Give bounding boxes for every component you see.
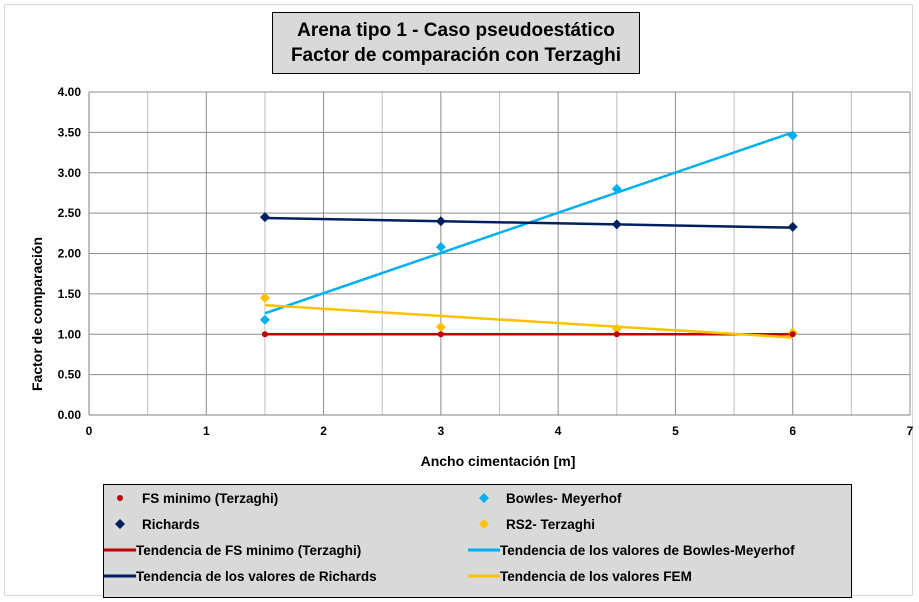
data-point xyxy=(437,331,444,338)
x-tick-label: 4 xyxy=(555,424,562,438)
legend-marker xyxy=(104,518,136,530)
legend-item: RS2- Terzaghi xyxy=(468,515,595,533)
tick-labels: 0 1 2 3 4 5 6 7 0.00 0.50 1.00 1.50 2.00 2.50 3.00 3.50… xyxy=(58,85,914,438)
chart-title: Arena tipo 1 - Caso pseudoestático Facto… xyxy=(272,12,640,74)
legend-marker xyxy=(468,545,500,555)
data-points xyxy=(259,130,798,338)
legend-label: FS minimo (Terzaghi) xyxy=(142,490,279,506)
data-point xyxy=(611,323,622,334)
legend-label: RS2- Terzaghi xyxy=(506,516,596,532)
x-tick-label: 6 xyxy=(789,424,796,438)
data-point xyxy=(261,331,268,338)
legend-item: Tendencia de FS minimo (Terzaghi) xyxy=(104,541,361,559)
axes xyxy=(88,92,910,416)
data-point xyxy=(259,314,270,325)
x-tick-label: 0 xyxy=(86,424,93,438)
data-point xyxy=(787,221,798,232)
data-point xyxy=(435,216,446,227)
data-point xyxy=(259,212,270,223)
trendlines xyxy=(264,131,794,339)
legend-marker xyxy=(468,518,500,530)
legend-label: Richards xyxy=(142,516,200,532)
data-point xyxy=(789,331,796,338)
legend-label: Bowles- Meyerhof xyxy=(506,490,622,506)
chart-title-line-2: Factor de comparación con Terzaghi xyxy=(290,45,622,66)
legend-marker xyxy=(104,493,136,503)
legend: FS minimo (Terzaghi) Bowles- Meyerhof Rich… xyxy=(103,484,852,598)
y-tick-label: 0.50 xyxy=(58,368,82,382)
trendline xyxy=(264,303,793,339)
data-point xyxy=(259,292,270,303)
chart-title-line-1: Arena tipo 1 - Caso pseudoestático xyxy=(297,20,615,41)
data-point xyxy=(435,321,446,332)
y-tick-label: 1.00 xyxy=(58,327,82,341)
data-point xyxy=(435,242,446,253)
legend-label: Tendencia de FS minimo (Terzaghi) xyxy=(136,542,362,558)
grid xyxy=(89,91,911,415)
x-axis-label: Ancho cimentación [m] xyxy=(421,453,576,469)
legend-label: Tendencia de los valores FEM xyxy=(500,568,692,584)
legend-marker xyxy=(468,571,500,581)
legend-label: Tendencia de los valores de Bowles-Meyer… xyxy=(500,542,795,558)
legend-item: Tendencia de los valores de Bowles-Meyer… xyxy=(468,541,795,559)
legend-marker xyxy=(468,492,500,504)
data-point xyxy=(611,183,622,194)
x-tick-label: 3 xyxy=(438,424,445,438)
x-tick-label: 2 xyxy=(320,424,327,438)
y-tick-label: 4.00 xyxy=(58,85,82,99)
legend-item: FS minimo (Terzaghi) xyxy=(104,489,278,507)
legend-item: Bowles- Meyerhof xyxy=(468,489,622,507)
y-tick-label: 2.50 xyxy=(58,206,82,220)
legend-marker xyxy=(104,545,136,555)
data-point xyxy=(613,331,620,338)
x-tick-label: 5 xyxy=(672,424,679,438)
y-tick-label: 3.00 xyxy=(58,166,82,180)
trendline xyxy=(264,216,793,229)
x-tick-label: 7 xyxy=(907,424,914,438)
y-tick-label: 3.50 xyxy=(58,125,82,139)
y-tick-label: 1.50 xyxy=(58,287,82,301)
data-point xyxy=(611,219,622,230)
x-tick-label: 1 xyxy=(203,424,210,438)
legend-label: Tendencia de los valores de Richards xyxy=(136,568,377,584)
legend-item: Tendencia de los valores FEM xyxy=(468,567,692,585)
legend-item: Tendencia de los valores de Richards xyxy=(104,567,377,585)
legend-marker xyxy=(104,571,136,581)
y-axis-label: Factor de comparación xyxy=(29,237,45,391)
data-point xyxy=(787,130,798,141)
y-tick-label: 0.00 xyxy=(58,408,82,422)
legend-item: Richards xyxy=(104,515,200,533)
y-tick-label: 2.00 xyxy=(58,247,82,261)
